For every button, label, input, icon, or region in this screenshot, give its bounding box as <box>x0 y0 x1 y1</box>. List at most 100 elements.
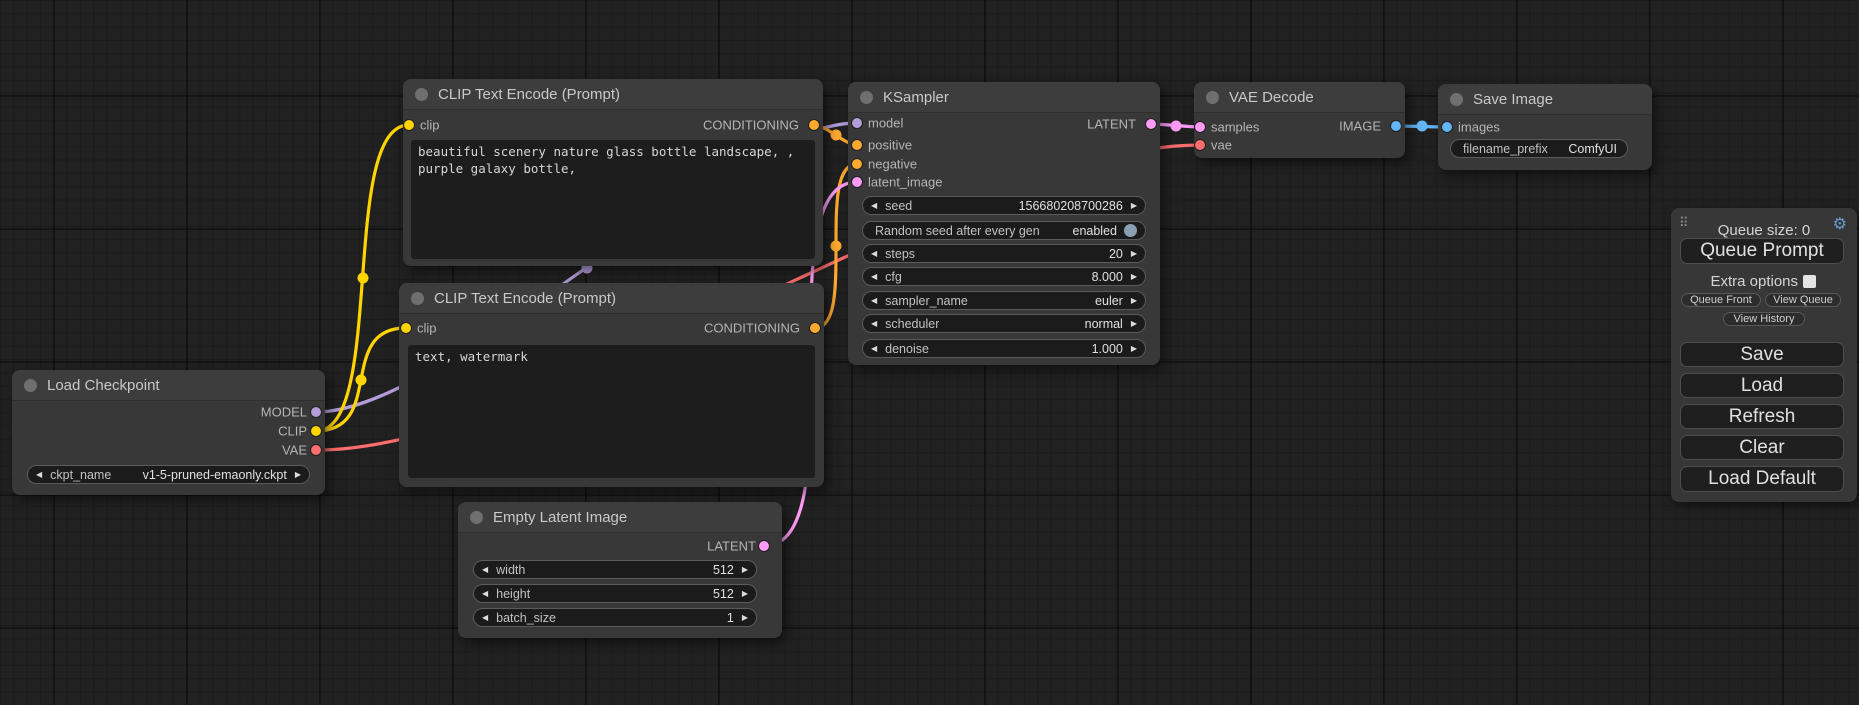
port-dot-vae-output[interactable] <box>311 445 321 455</box>
decrement-arrow-icon[interactable]: ◀ <box>482 588 489 598</box>
node-title-bar[interactable]: KSampler <box>848 82 1160 112</box>
increment-arrow-icon[interactable]: ▶ <box>1130 248 1137 258</box>
queue-front-button[interactable]: Queue Front <box>1681 293 1761 307</box>
wire-midpoint-dot <box>1170 120 1182 132</box>
node-empty-latent-image[interactable]: Empty Latent Image LATENT ◀ width 512 ▶ … <box>458 502 782 638</box>
port-dot-conditioning-output[interactable] <box>810 323 820 333</box>
port-dot-clip-input[interactable] <box>404 120 414 130</box>
queue-prompt-button[interactable]: Queue Prompt <box>1680 238 1844 264</box>
node-title: CLIP Text Encode (Prompt) <box>434 289 617 307</box>
port-dot-latent-image-input[interactable] <box>852 177 862 187</box>
denoise-widget[interactable]: ◀ denoise 1.000 ▶ <box>862 339 1146 358</box>
widget-value: 8.000 <box>1091 269 1123 284</box>
wire-midpoint-dot <box>830 240 842 252</box>
prompt-textarea[interactable]: text, watermark <box>408 345 815 478</box>
decrement-arrow-icon[interactable]: ◀ <box>871 318 878 328</box>
node-title-bar[interactable]: VAE Decode <box>1194 82 1405 112</box>
input-label-model: model <box>868 115 904 131</box>
increment-arrow-icon[interactable]: ▶ <box>1130 200 1137 210</box>
widget-label: seed <box>885 198 913 213</box>
refresh-button[interactable]: Refresh <box>1680 404 1844 429</box>
load-button[interactable]: Load <box>1680 373 1844 398</box>
batch-size-widget[interactable]: ◀ batch_size 1 ▶ <box>473 608 757 627</box>
clear-button[interactable]: Clear <box>1680 435 1844 460</box>
port-dot-conditioning-output[interactable] <box>809 120 819 130</box>
output-label-latent: LATENT <box>707 538 756 554</box>
increment-arrow-icon[interactable]: ▶ <box>1130 271 1137 281</box>
extra-options-checkbox[interactable] <box>1803 275 1816 288</box>
input-label-samples: samples <box>1211 119 1260 135</box>
increment-arrow-icon[interactable]: ▶ <box>1130 343 1137 353</box>
node-title-bar[interactable]: Load Checkpoint <box>12 370 325 400</box>
collapse-dot-icon[interactable] <box>411 291 424 305</box>
prompt-textarea[interactable]: beautiful scenery nature glass bottle la… <box>411 140 815 259</box>
load-default-button[interactable]: Load Default <box>1680 466 1844 492</box>
random-seed-toggle-widget[interactable]: Random seed after every gen enabled <box>862 221 1146 240</box>
steps-widget[interactable]: ◀ steps 20 ▶ <box>862 244 1146 263</box>
decrement-arrow-icon[interactable]: ◀ <box>871 248 878 258</box>
collapse-dot-icon[interactable] <box>470 510 483 524</box>
decrement-arrow-icon[interactable]: ◀ <box>871 295 878 305</box>
widget-value: enabled <box>1072 223 1118 238</box>
port-dot-clip-output[interactable] <box>311 426 321 436</box>
decrement-arrow-icon[interactable]: ◀ <box>871 343 878 353</box>
node-load-checkpoint[interactable]: Load Checkpoint MODEL CLIP VAE ◀ ckpt_na… <box>12 370 325 495</box>
collapse-dot-icon[interactable] <box>1206 90 1219 104</box>
increment-arrow-icon[interactable]: ▶ <box>294 469 301 479</box>
port-dot-images-input[interactable] <box>1442 122 1452 132</box>
collapse-dot-icon[interactable] <box>24 378 37 392</box>
node-clip-text-encode-negative[interactable]: CLIP Text Encode (Prompt) clip CONDITION… <box>399 283 824 487</box>
port-dot-positive-input[interactable] <box>852 140 862 150</box>
decrement-arrow-icon[interactable]: ◀ <box>482 612 489 622</box>
toggle-knob-icon[interactable] <box>1124 224 1137 237</box>
port-dot-model-input[interactable] <box>852 118 862 128</box>
port-dot-image-output[interactable] <box>1391 121 1401 131</box>
decrement-arrow-icon[interactable]: ◀ <box>36 469 43 479</box>
node-vae-decode[interactable]: VAE Decode samples vae IMAGE <box>1194 82 1405 158</box>
input-label-vae: vae <box>1211 137 1232 153</box>
collapse-dot-icon[interactable] <box>415 87 428 101</box>
port-dot-latent-output[interactable] <box>1146 119 1156 129</box>
increment-arrow-icon[interactable]: ▶ <box>741 588 748 598</box>
port-dot-latent-output[interactable] <box>759 541 769 551</box>
save-button[interactable]: Save <box>1680 342 1844 367</box>
port-dot-samples-input[interactable] <box>1195 122 1205 132</box>
node-title-bar[interactable]: Empty Latent Image <box>458 502 782 532</box>
drag-handle-icon[interactable]: ⠿ <box>1679 215 1689 230</box>
widget-value: 512 <box>712 562 734 577</box>
seed-widget[interactable]: ◀ seed 156680208700286 ▶ <box>862 196 1146 215</box>
decrement-arrow-icon[interactable]: ◀ <box>482 564 489 574</box>
sampler-name-widget[interactable]: ◀ sampler_name euler ▶ <box>862 291 1146 310</box>
collapse-dot-icon[interactable] <box>860 90 873 104</box>
port-dot-negative-input[interactable] <box>852 159 862 169</box>
wire-midpoint-dot <box>830 129 842 141</box>
view-queue-button[interactable]: View Queue <box>1765 293 1841 307</box>
cfg-widget[interactable]: ◀ cfg 8.000 ▶ <box>862 267 1146 286</box>
decrement-arrow-icon[interactable]: ◀ <box>871 271 878 281</box>
node-title-bar[interactable]: Save Image <box>1438 84 1652 114</box>
height-widget[interactable]: ◀ height 512 ▶ <box>473 584 757 603</box>
port-dot-clip-input[interactable] <box>401 323 411 333</box>
port-dot-vae-input[interactable] <box>1195 140 1205 150</box>
node-title-bar[interactable]: CLIP Text Encode (Prompt) <box>403 79 823 109</box>
width-widget[interactable]: ◀ width 512 ▶ <box>473 560 757 579</box>
increment-arrow-icon[interactable]: ▶ <box>1130 295 1137 305</box>
node-title-bar[interactable]: CLIP Text Encode (Prompt) <box>399 283 824 313</box>
collapse-dot-icon[interactable] <box>1450 92 1463 106</box>
increment-arrow-icon[interactable]: ▶ <box>741 564 748 574</box>
port-dot-model-output[interactable] <box>311 407 321 417</box>
scheduler-widget[interactable]: ◀ scheduler normal ▶ <box>862 314 1146 333</box>
increment-arrow-icon[interactable]: ▶ <box>1130 318 1137 328</box>
widget-value: 1.000 <box>1091 341 1123 356</box>
node-title: Empty Latent Image <box>493 508 628 526</box>
decrement-arrow-icon[interactable]: ◀ <box>871 200 878 210</box>
filename-prefix-widget[interactable]: filename_prefix ComfyUI <box>1450 139 1628 158</box>
increment-arrow-icon[interactable]: ▶ <box>741 612 748 622</box>
node-ksampler[interactable]: KSampler model positive negative latent_… <box>848 82 1160 365</box>
node-save-image[interactable]: Save Image images filename_prefix ComfyU… <box>1438 84 1652 170</box>
ckpt-name-widget[interactable]: ◀ ckpt_name v1-5-pruned-emaonly.ckpt ▶ <box>27 465 310 484</box>
view-history-button[interactable]: View History <box>1723 312 1805 326</box>
node-clip-text-encode-positive[interactable]: CLIP Text Encode (Prompt) clip CONDITION… <box>403 79 823 266</box>
gear-icon[interactable]: ⚙ <box>1832 216 1847 233</box>
